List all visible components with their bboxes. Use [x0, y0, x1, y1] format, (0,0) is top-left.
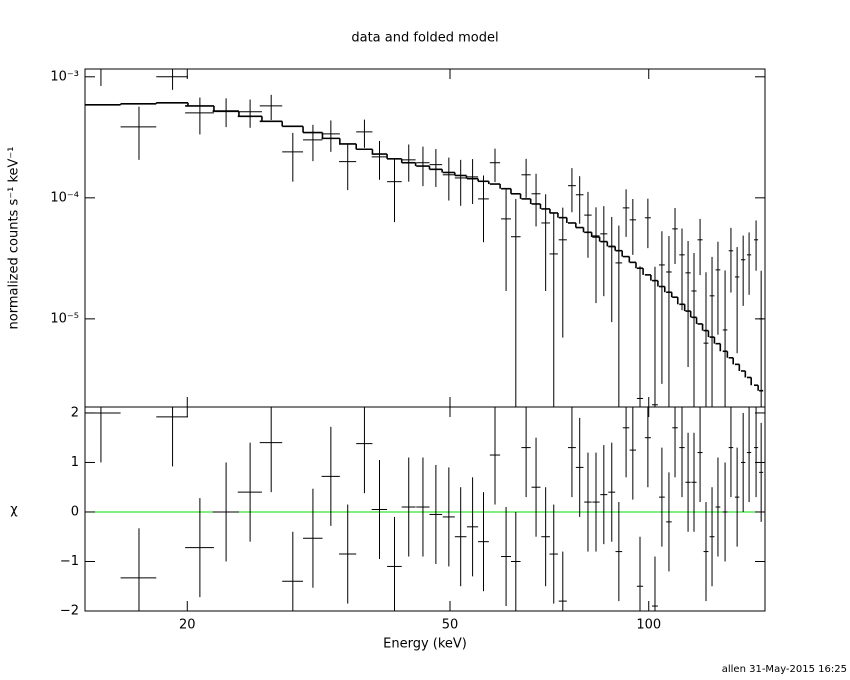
bottom-frame	[84, 406, 766, 612]
chart-title: data and folded model	[351, 31, 498, 46]
y-tick-label: 1	[71, 455, 79, 470]
y-tick-label: 2	[71, 405, 79, 420]
x-axis-label: Energy (keV)	[383, 637, 467, 652]
y-tick-label: −1	[60, 554, 79, 569]
top-frame	[84, 68, 766, 408]
y-tick-label: 10⁻³	[50, 69, 79, 84]
x-tick-label: 20	[179, 618, 196, 633]
bottom-panel-marks	[85, 407, 765, 611]
axes: 20 50 100 10⁻³ 10⁻⁴ 10⁻⁵ −2 −1 0 1 2	[50, 68, 766, 633]
top-panel-marks	[85, 69, 764, 407]
y-tick-label: 10⁻⁴	[50, 190, 79, 205]
footer: allen 31-May-2015 16:25	[722, 664, 847, 675]
x-tick-label: 50	[442, 618, 459, 633]
y-tick-label: 10⁻⁵	[50, 311, 79, 326]
y-axis-label: normalized counts s⁻¹ keV⁻¹	[7, 147, 22, 330]
x-tick-label: 100	[636, 618, 661, 633]
y-tick-label: −2	[60, 604, 79, 619]
y-tick-label: 0	[71, 504, 79, 519]
y-axis-label: χ	[10, 503, 18, 518]
